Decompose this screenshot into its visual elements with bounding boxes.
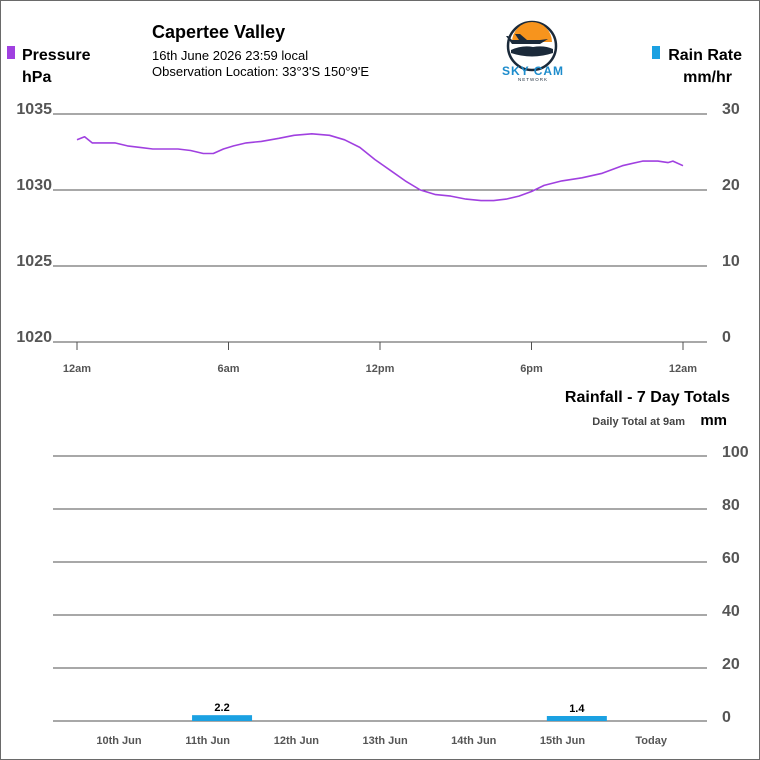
pressure-axis-ticks: 1035 1030 1025 1020 (16, 101, 52, 346)
rainfall-data-label: 2.2 (214, 702, 229, 714)
time-tick-label: 6am (217, 363, 239, 375)
day-tick-label: 13th Jun (362, 735, 408, 747)
time-axis-ticks: 12am 6am 12pm 6pm 12am (63, 342, 697, 375)
pressure-line (76, 133, 684, 202)
rainfall-tick-label: 0 (722, 709, 731, 726)
rainfall-data-label: 1.4 (569, 703, 585, 715)
time-tick-label: 12am (669, 363, 697, 375)
rainfall-unit-label: mm (700, 412, 727, 429)
rain-rate-legend-label: Rain Rate (668, 47, 742, 64)
logo-subtext: NETWORK (518, 77, 548, 82)
rainfall-tick-label: 100 (722, 444, 749, 461)
rainfall-tick-label: 60 (722, 550, 740, 567)
day-tick-label: 11th Jun (185, 735, 230, 747)
rainfall-chart-title: Rainfall - 7 Day Totals (565, 389, 730, 406)
pressure-tick-label: 1030 (16, 177, 52, 194)
rainfall-gridlines (53, 455, 707, 722)
plane-sunset-icon (506, 20, 558, 72)
time-tick-label: 6pm (520, 363, 543, 375)
rainfall-axis-ticks: 100 80 60 40 20 0 (722, 444, 749, 726)
time-tick-label: 12am (63, 363, 91, 375)
time-tick-label: 12pm (366, 363, 395, 375)
sky-cam-logo: SKY CAM NETWORK (502, 20, 564, 82)
rain-rate-tick-label: 0 (722, 329, 731, 346)
pressure-tick-label: 1025 (16, 253, 52, 270)
rainfall-tick-label: 80 (722, 497, 740, 514)
rain-rate-tick-label: 20 (722, 177, 740, 194)
rainfall-bars: 2.2 1.4 (192, 702, 607, 721)
rainfall-tick-label: 20 (722, 656, 740, 673)
rain-rate-axis-ticks: 30 20 10 0 (722, 101, 740, 346)
rainfall-chart-subtitle: Daily Total at 9am (592, 416, 685, 428)
pressure-tick-label: 1035 (16, 101, 52, 118)
rain-rate-legend-swatch (652, 46, 660, 59)
rainfall-tick-label: 40 (722, 603, 740, 620)
day-tick-label: 15th Jun (540, 735, 586, 747)
pressure-tick-label: 1020 (16, 329, 52, 346)
logo-text: SKY CAM (502, 64, 564, 78)
station-title: Capertee Valley (152, 22, 285, 42)
pressure-legend-swatch (7, 46, 15, 59)
day-tick-label: 10th Jun (96, 735, 142, 747)
rain-rate-unit-label: mm/hr (683, 69, 732, 86)
day-tick-label: 12th Jun (274, 735, 320, 747)
timestamp-label: 16th June 2026 23:59 local (152, 48, 308, 63)
location-label: Observation Location: 33°3'S 150°9'E (152, 64, 369, 79)
pressure-unit-label: hPa (22, 69, 51, 86)
rain-rate-tick-label: 10 (722, 253, 740, 270)
day-tick-label: 14th Jun (451, 735, 497, 747)
day-axis-ticks: 10th Jun 11th Jun 12th Jun 13th Jun 14th Jun… (96, 735, 667, 747)
rainfall-bar (546, 716, 607, 721)
rain-rate-tick-label: 30 (722, 101, 740, 118)
day-tick-label: Today (635, 735, 667, 747)
pressure-legend-label: Pressure (22, 47, 91, 64)
rainfall-bar (192, 715, 253, 721)
pressure-series (76, 133, 684, 202)
